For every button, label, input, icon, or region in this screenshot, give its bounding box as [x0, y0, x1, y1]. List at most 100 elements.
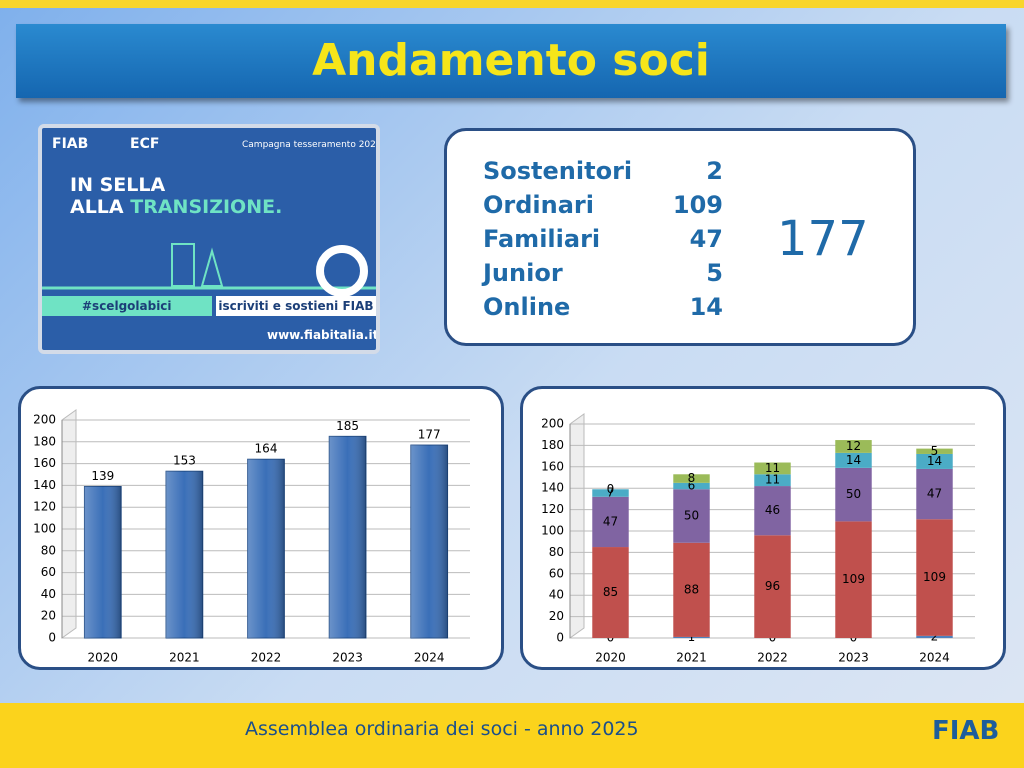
data-label: 85 — [603, 585, 618, 599]
bar-shade — [166, 471, 203, 638]
top-strip — [0, 0, 1024, 8]
bar-shade — [410, 445, 448, 638]
banner-line1: IN SELLA — [70, 174, 166, 196]
y-tick-label: 20 — [549, 609, 564, 623]
bar-shade — [329, 436, 366, 638]
title: Andamento soci — [16, 24, 1006, 98]
x-tick-label: 2024 — [919, 651, 950, 665]
stats-label: Junior — [483, 259, 563, 287]
stats-label: Familiari — [483, 225, 601, 253]
tree — [200, 247, 224, 287]
banner-line2: ALLA TRANSIZIONE. — [70, 196, 282, 218]
bar-segment — [673, 542, 710, 637]
banner-partner: ECF — [130, 136, 160, 152]
bar-segment — [916, 635, 953, 638]
data-label: 6 — [688, 479, 696, 493]
data-label: 46 — [765, 503, 780, 517]
y-tick-label: 0 — [48, 631, 56, 645]
bar-segment — [916, 468, 953, 520]
footer-text: Assemblea ordinaria dei soci - anno 2025 — [245, 718, 639, 740]
data-label: 2 — [931, 629, 939, 643]
bar-segment — [592, 496, 629, 548]
y-tick-label: 180 — [33, 434, 56, 448]
bar-segment — [754, 462, 791, 475]
stats-row: Sostenitori 2 — [483, 157, 723, 191]
x-tick-label: 2023 — [838, 651, 869, 665]
stats-value: 109 — [672, 191, 723, 219]
bar-segment — [916, 519, 953, 636]
bar-segment — [754, 486, 791, 536]
data-label: 11 — [765, 461, 780, 475]
banner-logo: FIAB — [52, 136, 89, 152]
y-tick-label: 100 — [541, 524, 564, 538]
data-label: 8 — [688, 471, 696, 485]
bar-segment — [835, 467, 872, 522]
bar-segment — [673, 636, 710, 638]
x-tick-label: 2021 — [676, 651, 707, 665]
data-label: 109 — [923, 570, 946, 584]
campaign-banner: FIAB ECF Campagna tesseramento 2024 IN S… — [38, 124, 380, 354]
x-tick-label: 2020 — [595, 651, 626, 665]
stats-value: 5 — [706, 259, 723, 287]
data-label: 88 — [684, 582, 699, 596]
x-tick-label: 2021 — [169, 651, 200, 665]
data-label: 96 — [765, 579, 780, 593]
banner-illustration — [42, 243, 376, 296]
stats-row: Ordinari 109 — [483, 191, 723, 225]
y-tick-label: 140 — [541, 481, 564, 495]
wheel — [316, 245, 368, 296]
data-label: 14 — [927, 454, 942, 468]
y-tick-label: 160 — [33, 456, 56, 470]
data-label: 5 — [931, 444, 939, 458]
data-label: 139 — [91, 469, 114, 483]
banner-line2a: ALLA — [70, 196, 124, 218]
y-tick-label: 200 — [33, 413, 56, 427]
bar-segment — [916, 448, 953, 454]
y-tick-label: 120 — [33, 500, 56, 514]
data-label: 47 — [603, 514, 618, 528]
bar-segment — [835, 521, 872, 638]
banner-url: www.fiabitalia.it — [267, 328, 379, 342]
y-tick-label: 40 — [41, 587, 56, 601]
y-tick-label: 20 — [41, 609, 56, 623]
banner-line2b: TRANSIZIONE. — [130, 196, 283, 218]
footer — [0, 703, 1024, 768]
bar-segment — [754, 474, 791, 487]
x-tick-label: 2020 — [88, 651, 119, 665]
bar-shade — [84, 486, 122, 638]
stats-value: 47 — [689, 225, 723, 253]
y-tick-label: 60 — [549, 566, 564, 580]
y-tick-label: 60 — [41, 565, 56, 579]
stats-value: 2 — [706, 157, 723, 185]
stats-row: Online 14 — [483, 293, 723, 327]
y-tick-label: 100 — [33, 522, 56, 536]
y-tick-label: 160 — [541, 459, 564, 473]
bar-segment — [835, 440, 872, 453]
bar-segment — [916, 453, 953, 469]
x-tick-label: 2022 — [757, 651, 788, 665]
data-label: 7 — [607, 486, 615, 500]
stats-label: Sostenitori — [483, 157, 633, 185]
back-wall — [61, 409, 77, 639]
y-tick-label: 120 — [541, 502, 564, 516]
data-label: 153 — [173, 454, 196, 468]
data-label: 177 — [418, 428, 441, 442]
data-label: 1 — [688, 630, 696, 644]
data-label: 109 — [842, 572, 865, 586]
bar-segment — [673, 474, 710, 483]
stats-label: Ordinari — [483, 191, 594, 219]
y-tick-label: 80 — [41, 543, 56, 557]
banner-cta: iscriviti e sostieni FIAB — [216, 296, 376, 316]
bar-segment — [673, 482, 710, 490]
banner-hashtag: #scelgolabici — [42, 296, 212, 316]
x-tick-label: 2022 — [251, 651, 282, 665]
y-tick-label: 180 — [541, 438, 564, 452]
stats-label: Online — [483, 293, 571, 321]
y-tick-label: 80 — [549, 545, 564, 559]
data-label: 0 — [607, 482, 615, 496]
bar-segment — [592, 547, 629, 638]
bar-segment — [592, 489, 629, 497]
bar-segment — [673, 489, 710, 543]
data-label: 47 — [927, 487, 942, 501]
